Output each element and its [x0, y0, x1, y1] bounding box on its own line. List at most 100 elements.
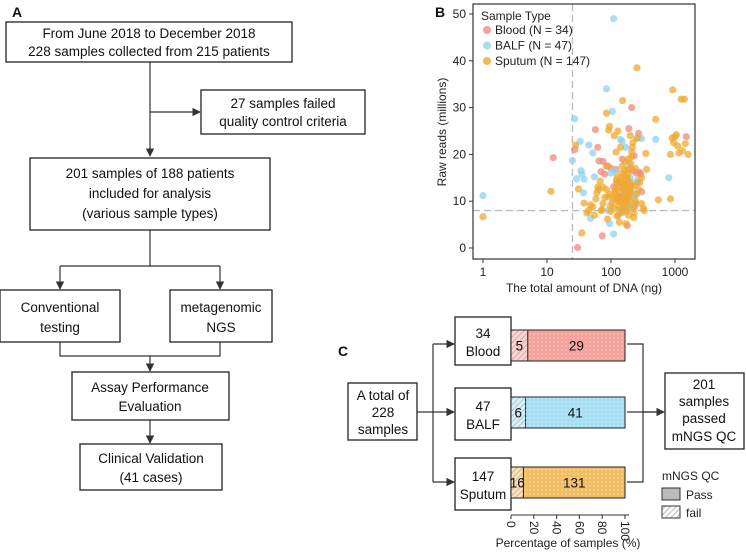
- c-x-tick-label: 20: [527, 521, 541, 535]
- bar-outline: [510, 466, 626, 499]
- assay-line-1: Assay Performance: [91, 380, 209, 395]
- legend-entry: Blood (N = 34): [495, 23, 573, 37]
- legend-pass-swatch: [661, 487, 681, 501]
- legend-fail-swatch: [661, 505, 681, 519]
- legend-entry: BALF (N = 47): [495, 39, 572, 53]
- legend-entry: Sputum (N = 147): [495, 54, 590, 68]
- category-count: 147: [472, 469, 495, 484]
- legend-swatch: [483, 57, 491, 65]
- data-point-balf: [618, 137, 626, 145]
- conventional-line-1: Conventional: [21, 300, 100, 315]
- included-line-2: included for analysis: [89, 186, 212, 201]
- c-x-tick-label: 60: [572, 521, 586, 535]
- panel-a-flowchart: A From June 2018 to December 2018 228 sa…: [0, 4, 366, 491]
- data-point-sputum: [605, 122, 614, 130]
- total-line-1: A total of: [357, 388, 410, 403]
- data-point-sputum: [633, 64, 641, 72]
- failed-line-1: 27 samples failed: [230, 96, 335, 111]
- data-point-sputum: [666, 150, 675, 158]
- connector: [627, 343, 663, 483]
- data-point-balf: [572, 175, 581, 183]
- data-point-balf: [608, 107, 616, 115]
- included-line-3: (various sample types): [82, 206, 218, 221]
- category-name: Sputum: [460, 487, 507, 502]
- c-x-tick-label: 0: [504, 521, 518, 528]
- data-point-sputum: [631, 164, 639, 173]
- start-line-2: 228 samples collected from 215 patients: [28, 44, 270, 59]
- data-point-balf: [590, 173, 598, 181]
- assay-line-2: Evaluation: [118, 399, 181, 414]
- fail-count: 5: [516, 339, 524, 354]
- data-point-blood: [573, 243, 582, 252]
- category-box-balf: [454, 387, 512, 441]
- data-point-sputum: [630, 209, 638, 217]
- mngs-line-1: metagenomic: [180, 300, 261, 315]
- legend-swatch: [483, 41, 491, 50]
- data-point-sputum: [619, 207, 627, 216]
- data-point-sputum: [654, 196, 662, 204]
- passed-box: [664, 372, 745, 450]
- data-point-balf: [622, 143, 630, 151]
- panel-c-qc: C A total of 228 samples 34 Blood 5 29 47 BAL…: [338, 316, 745, 550]
- data-point-sputum: [637, 174, 646, 182]
- total-line-3: samples: [358, 422, 409, 437]
- c-x-tick-label: 100: [618, 521, 632, 541]
- category-count: 34: [475, 326, 491, 341]
- data-point-sputum: [684, 150, 692, 158]
- data-point-sputum: [626, 132, 634, 140]
- data-point-sputum: [633, 134, 642, 142]
- data-point-balf: [665, 174, 673, 182]
- fail-count: 6: [515, 406, 523, 421]
- data-point-sputum: [602, 109, 611, 117]
- data-point-blood: [682, 133, 690, 141]
- legend-swatch: [483, 26, 491, 34]
- data-point-sputum: [613, 212, 621, 220]
- c-x-tick-label: 80: [595, 521, 609, 535]
- x-tick-label: 1: [480, 265, 487, 279]
- data-point-sputum: [603, 215, 612, 223]
- data-point-sputum: [590, 211, 598, 219]
- pass-count: 131: [563, 476, 586, 491]
- category-box-blood: [454, 316, 512, 366]
- data-point-sputum: [547, 187, 555, 195]
- mngs-line-2: NGS: [206, 320, 235, 335]
- data-point-balf: [610, 230, 618, 238]
- passed-line-1: 201: [693, 377, 716, 392]
- conventional-line-2: testing: [40, 320, 80, 335]
- data-point-sputum: [615, 218, 623, 226]
- data-point-sputum: [631, 197, 639, 205]
- data-point-blood: [625, 125, 633, 133]
- panel-b-label: B: [435, 4, 445, 20]
- data-point-sputum: [580, 199, 588, 207]
- data-point-sputum: [643, 165, 651, 173]
- mngs-box: [169, 289, 273, 343]
- plot-frame: [472, 3, 696, 260]
- category-name: Blood: [466, 344, 501, 359]
- data-point-sputum: [631, 203, 639, 211]
- connector: [417, 344, 434, 482]
- data-point-sputum: [589, 203, 597, 211]
- passed-line-2: samples: [679, 394, 730, 409]
- y-tick-label: 20: [453, 147, 467, 161]
- data-point-blood: [594, 143, 602, 151]
- data-point-balf: [602, 85, 611, 93]
- data-point-sputum: [598, 206, 606, 214]
- fail-bar-hatch: [511, 467, 524, 498]
- data-point-sputum: [624, 165, 632, 173]
- conventional-box: [0, 289, 121, 343]
- x-axis-label: The total amount of DNA (ng): [506, 281, 662, 295]
- data-point-sputum: [678, 147, 686, 155]
- data-point-sputum: [592, 195, 600, 203]
- x-tick-label: 100: [601, 265, 621, 279]
- y-tick-label: 40: [453, 54, 467, 68]
- data-point-sputum: [630, 182, 638, 190]
- panel-a-label: A: [12, 4, 22, 20]
- pass-bar-dots: [523, 467, 625, 498]
- bar-outline: [510, 396, 626, 429]
- data-point-sputum: [640, 206, 648, 215]
- start-line-1: From June 2018 to December 2018: [42, 26, 255, 41]
- data-point-sputum: [572, 141, 580, 149]
- data-point-balf: [571, 115, 579, 123]
- category-count: 47: [475, 399, 490, 414]
- data-point-sputum: [629, 139, 637, 147]
